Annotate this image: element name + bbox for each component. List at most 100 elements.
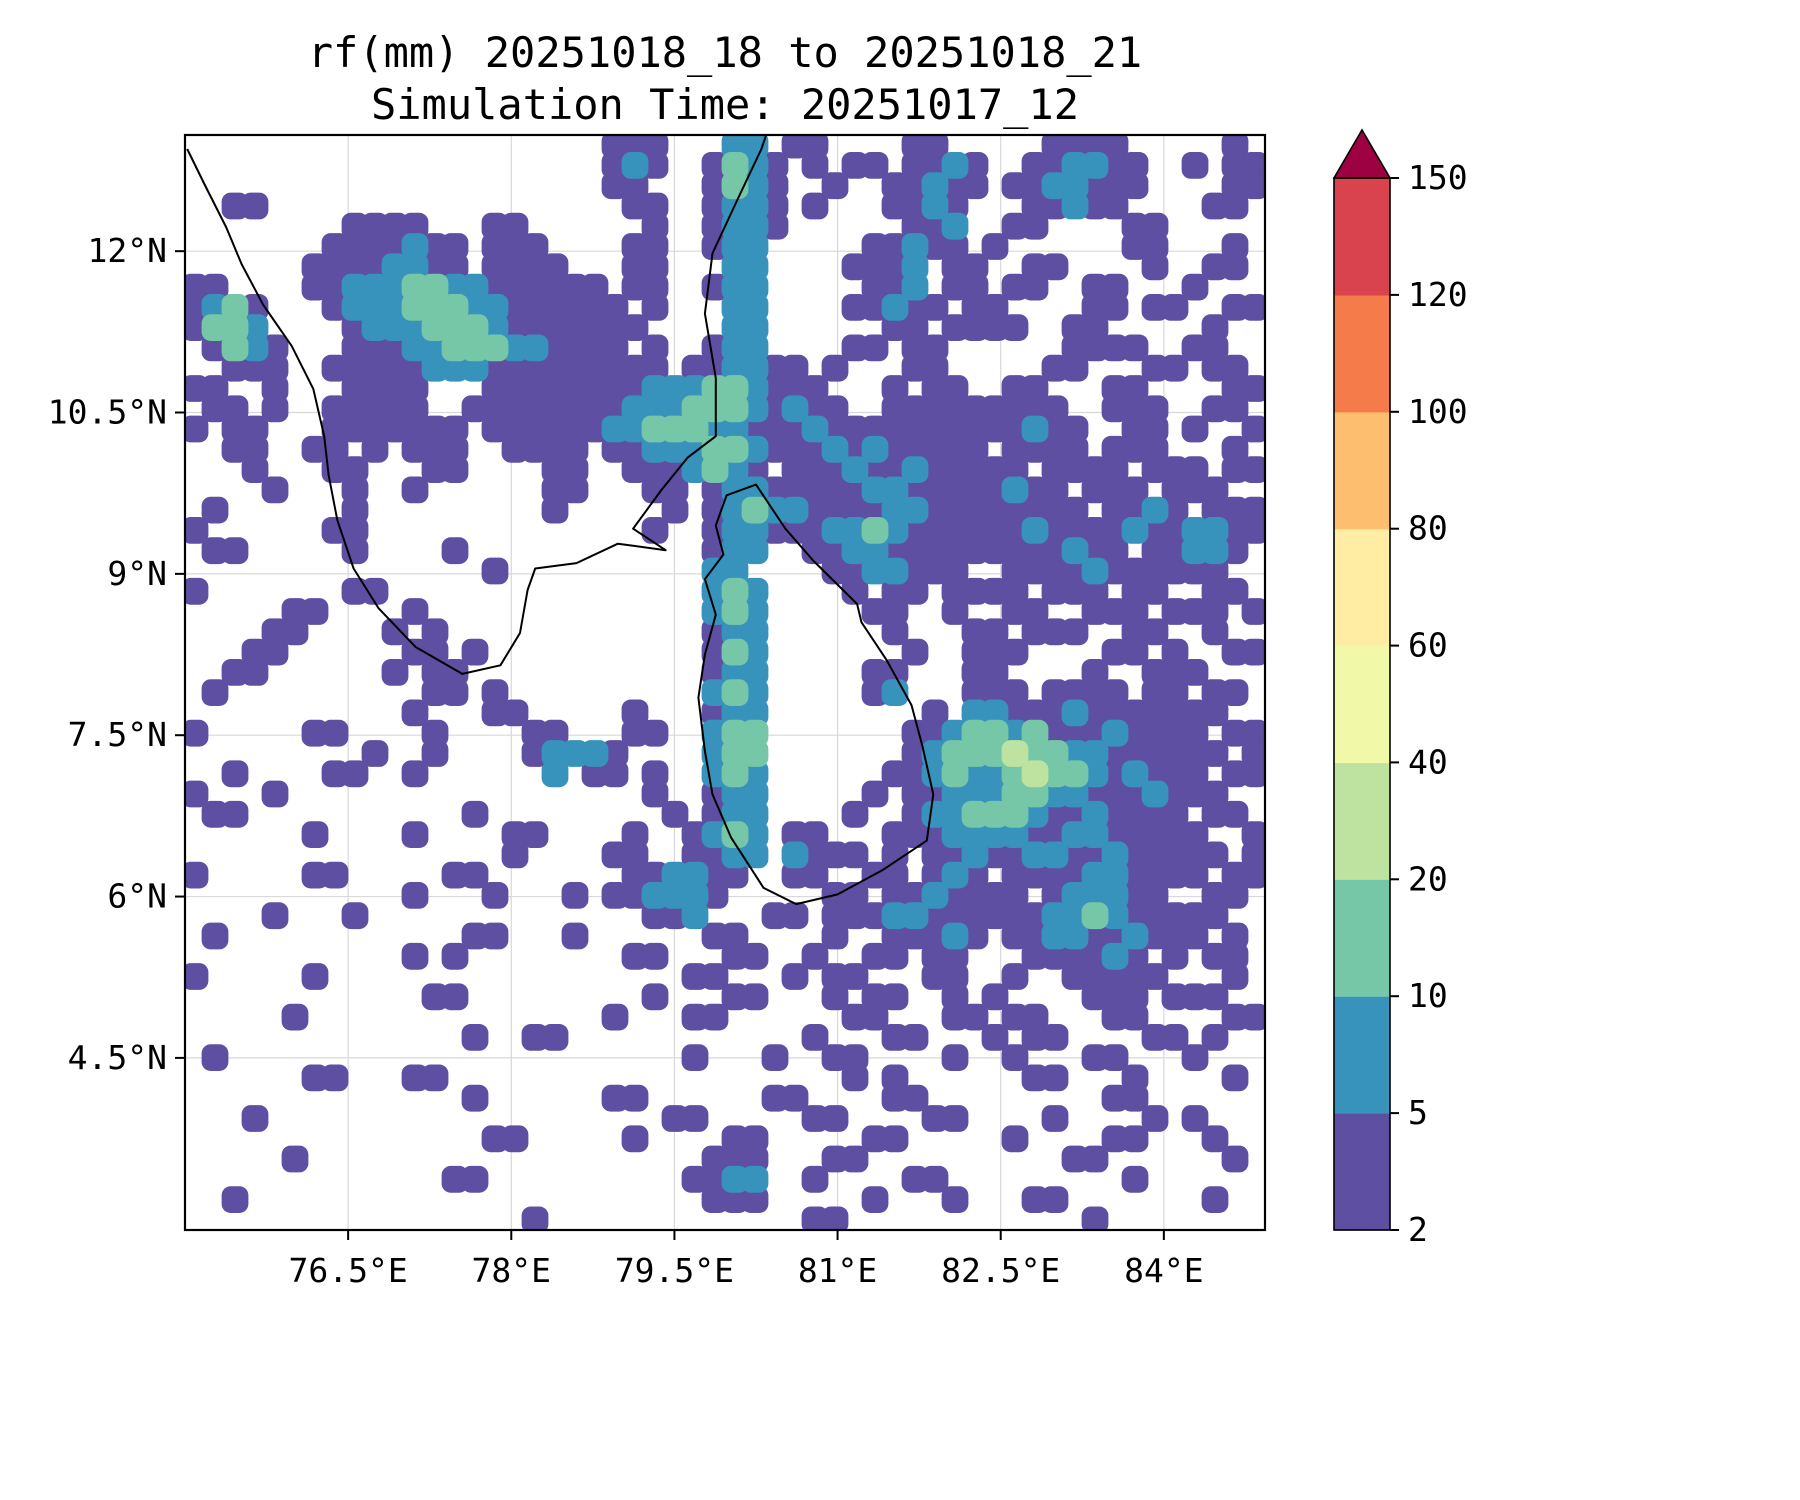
rain-cell xyxy=(601,294,629,321)
rain-cell xyxy=(1221,861,1249,889)
rain-cell xyxy=(861,557,889,585)
rain-cell xyxy=(461,395,489,423)
rain-cell xyxy=(561,334,589,362)
rain-cell xyxy=(361,577,389,605)
rain-cell xyxy=(861,598,889,625)
rain-cell xyxy=(601,334,629,362)
rain-cell xyxy=(1061,314,1089,341)
rain-cell xyxy=(601,375,629,402)
rain-cell xyxy=(1101,861,1129,889)
rain-cell xyxy=(881,294,909,321)
rain-cell xyxy=(1001,841,1029,869)
rain-cell xyxy=(741,1165,769,1193)
rain-cell xyxy=(381,354,409,382)
rain-cell xyxy=(721,861,749,889)
rain-cell xyxy=(821,435,849,463)
rain-cell xyxy=(861,456,889,483)
rain-cell xyxy=(881,1064,909,1092)
rain-cell xyxy=(1021,496,1049,524)
rain-cell xyxy=(1101,598,1129,625)
rain-cell xyxy=(1001,638,1029,666)
colorbar-segment xyxy=(1334,411,1390,530)
rain-cell xyxy=(861,334,889,362)
rain-cell xyxy=(1001,963,1029,990)
rain-cell xyxy=(1141,517,1169,544)
rain-cell xyxy=(1161,679,1189,706)
rain-cell xyxy=(621,233,649,260)
rain-cell xyxy=(1141,963,1169,990)
rain-cell xyxy=(1121,1165,1149,1193)
rain-cell xyxy=(1081,577,1109,605)
rain-cell xyxy=(861,415,889,443)
rain-cell xyxy=(821,1145,849,1173)
rain-cell xyxy=(661,395,689,423)
rain-cell xyxy=(741,841,769,869)
rain-cell xyxy=(1041,760,1069,788)
colorbar-segment xyxy=(1334,178,1390,296)
rain-cell xyxy=(901,253,929,281)
rain-cell xyxy=(1181,517,1209,544)
rain-cell xyxy=(1001,1044,1029,1071)
rain-cell xyxy=(701,719,729,747)
rain-cell xyxy=(561,476,589,504)
rain-cell xyxy=(581,354,609,382)
rain-cell xyxy=(1061,618,1089,646)
rain-cell xyxy=(961,456,989,483)
rain-cell xyxy=(1221,192,1249,220)
rain-cell xyxy=(561,882,589,909)
rain-cell xyxy=(401,699,429,727)
rain-cell xyxy=(301,435,329,463)
rain-cell xyxy=(921,719,949,747)
rain-cell xyxy=(721,537,749,565)
rain-cell xyxy=(801,942,829,970)
rain-cell xyxy=(701,577,729,605)
rain-cell xyxy=(441,942,469,970)
rain-cell xyxy=(721,435,749,463)
rain-cell xyxy=(901,152,929,179)
rain-cell xyxy=(761,395,789,423)
rain-cell xyxy=(1161,557,1189,585)
rain-cell xyxy=(1021,780,1049,808)
rain-cell xyxy=(1221,395,1249,423)
rain-cell xyxy=(421,679,449,706)
rain-cell xyxy=(1201,699,1229,727)
rain-cell xyxy=(1221,1145,1249,1173)
rain-cell xyxy=(621,314,649,341)
rain-cell xyxy=(721,152,749,179)
rain-cell xyxy=(1181,699,1209,727)
rain-cell xyxy=(821,557,849,585)
rain-cell xyxy=(601,152,629,179)
rain-cell xyxy=(1041,679,1069,706)
rain-cell xyxy=(1201,496,1229,524)
rain-cell xyxy=(641,780,669,808)
rain-cell xyxy=(1101,942,1129,970)
rain-cell xyxy=(1201,253,1229,281)
rain-cell xyxy=(881,1084,909,1112)
rain-cell xyxy=(901,760,929,788)
rain-cell xyxy=(601,841,629,869)
rain-cell xyxy=(541,294,569,321)
rain-cell xyxy=(821,456,849,483)
rain-cell xyxy=(501,435,529,463)
rain-cell xyxy=(301,719,329,747)
rain-cell xyxy=(1241,841,1265,869)
rain-cell xyxy=(501,253,529,281)
rain-cell xyxy=(741,760,769,788)
rain-cell xyxy=(1201,841,1229,869)
rain-cell xyxy=(1221,882,1249,909)
rain-cell xyxy=(1041,476,1069,504)
rain-cell xyxy=(1101,780,1129,808)
rain-cell xyxy=(881,375,909,402)
rain-cell xyxy=(201,294,229,321)
rain-cell xyxy=(481,334,509,362)
rain-cell xyxy=(1221,294,1249,321)
rain-cell xyxy=(681,882,709,909)
rain-cell xyxy=(241,192,269,220)
rain-cell xyxy=(1181,983,1209,1011)
rain-cell xyxy=(881,233,909,260)
rain-cell xyxy=(781,375,809,402)
rain-cell xyxy=(1201,902,1229,930)
rain-cell xyxy=(1061,740,1089,767)
rain-cell xyxy=(981,496,1009,524)
rain-cell xyxy=(721,800,749,828)
